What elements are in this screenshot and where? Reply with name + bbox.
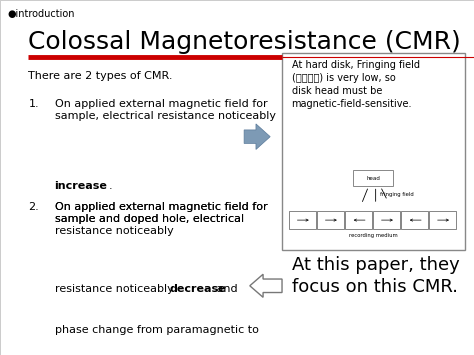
Text: resistance noticeably: resistance noticeably: [55, 284, 177, 294]
FancyArrow shape: [244, 124, 270, 149]
Bar: [373, 211, 401, 229]
Text: ●introduction: ●introduction: [7, 9, 74, 19]
Bar: [345, 211, 373, 229]
Bar: [429, 211, 456, 229]
Bar: [353, 170, 393, 186]
Text: increase: increase: [55, 181, 108, 191]
Text: resistance noticeably: resistance noticeably: [55, 284, 177, 294]
Text: .: .: [109, 181, 113, 191]
Text: phase change from paramagnetic to: phase change from paramagnetic to: [55, 325, 258, 335]
Text: At this paper, they
focus on this CMR.: At this paper, they focus on this CMR.: [292, 256, 459, 296]
Text: Colossal Magnetoresistance (CMR): Colossal Magnetoresistance (CMR): [28, 30, 461, 54]
Text: head: head: [366, 176, 380, 181]
Text: On applied external magnetic field for
sample and doped hole, electrical
resista: On applied external magnetic field for s…: [55, 202, 267, 236]
Text: 1.: 1.: [28, 99, 39, 109]
Text: decrease: decrease: [169, 284, 226, 294]
Text: At hard disk, Fringing field
(漏れ磁場) is very low, so
disk head must be
magnetic-f: At hard disk, Fringing field (漏れ磁場) is v…: [292, 60, 419, 109]
Bar: [401, 211, 428, 229]
Text: On applied external magnetic field for
sample and doped hole, electrical: On applied external magnetic field for s…: [55, 202, 267, 224]
Text: and: and: [213, 284, 238, 294]
Text: On applied external magnetic field for
sample, electrical resistance noticeably: On applied external magnetic field for s…: [55, 99, 275, 121]
Bar: [317, 211, 344, 229]
Text: recording medium: recording medium: [349, 233, 398, 237]
Text: 2.: 2.: [28, 202, 39, 212]
Text: There are 2 types of CMR.: There are 2 types of CMR.: [28, 71, 173, 81]
Text: fringing field: fringing field: [380, 192, 414, 197]
Bar: [289, 211, 316, 229]
Bar: [282, 53, 465, 250]
FancyArrow shape: [250, 274, 282, 297]
